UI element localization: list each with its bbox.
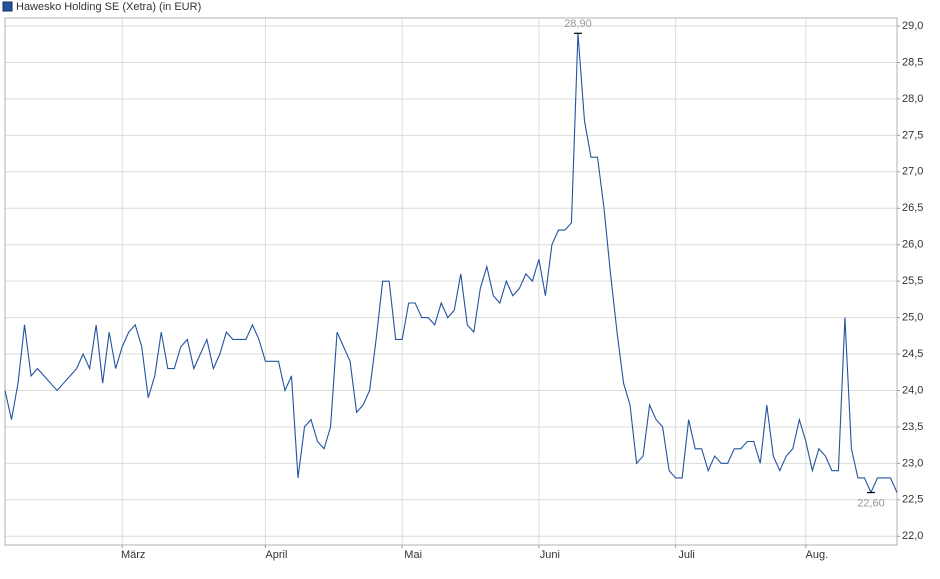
plot-frame [4,17,898,546]
y-tick-label: 22,0 [902,530,923,542]
price-line [4,33,898,494]
y-tick-label: 29,0 [902,20,923,32]
extreme-label: 28,90 [564,18,592,30]
y-tick-label: 27,0 [902,166,923,178]
y-tick-label: 27,5 [902,129,923,141]
y-tick-label: 25,0 [902,311,923,323]
x-tick-label: März [121,549,145,561]
extreme-label: 22,60 [857,497,885,509]
x-tick-label: Juni [540,549,560,561]
y-tick-label: 25,5 [902,275,923,287]
x-tick-label: April [265,549,287,561]
legend-label: Hawesko Holding SE (Xetra) (in EUR) [16,1,201,13]
x-tick-label: Juli [678,549,695,561]
y-tick-label: 23,0 [902,457,923,469]
y-tick-label: 22,5 [902,494,923,506]
x-tick-label: Aug. [806,549,829,561]
y-tick-label: 23,5 [902,421,923,433]
y-tick-label: 28,5 [902,56,923,68]
y-tick-label: 26,5 [902,202,923,214]
y-tick-label: 24,0 [902,384,923,396]
y-tick-label: 24,5 [902,348,923,360]
y-tick-label: 28,0 [902,93,923,105]
legend-swatch [2,1,13,12]
x-tick-label: Mai [404,549,422,561]
y-tick-label: 26,0 [902,239,923,251]
